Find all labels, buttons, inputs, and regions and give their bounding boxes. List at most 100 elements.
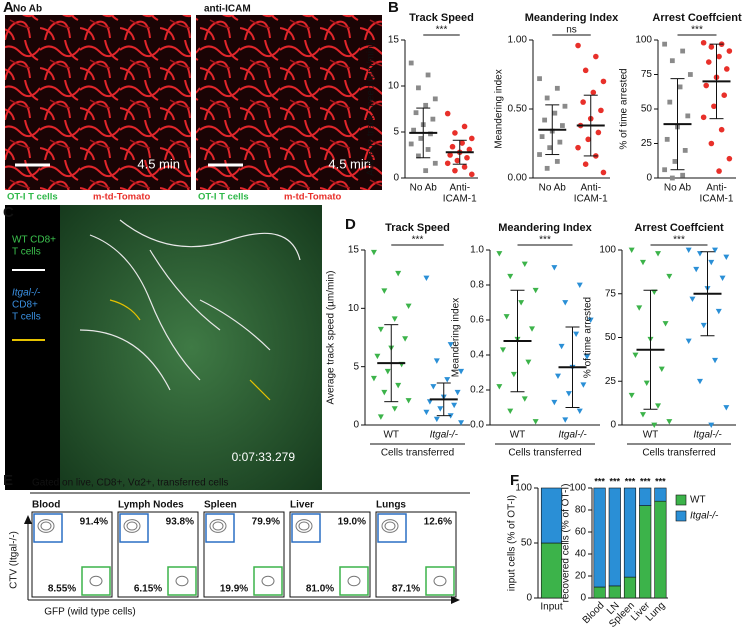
significance: *** — [640, 476, 651, 486]
data-point — [554, 373, 561, 379]
data-point — [662, 167, 668, 173]
y-tick-label: 0.4 — [470, 350, 484, 361]
y-axis-label: recovered cells (% of OT-I) — [561, 484, 572, 603]
y-tick-label: 0.00 — [508, 173, 528, 184]
gate — [291, 513, 321, 543]
data-point — [423, 168, 429, 174]
data-point — [562, 417, 569, 423]
data-point — [590, 89, 597, 96]
data-point — [433, 358, 440, 364]
data-point — [565, 391, 572, 397]
y-tick-label: 0 — [526, 593, 532, 604]
contour — [212, 521, 224, 531]
data-point — [468, 135, 475, 142]
y-tick-label: 100 — [635, 35, 652, 46]
x-tick-label: Itgal-/- — [693, 430, 722, 441]
data-point — [461, 164, 468, 170]
data-point — [712, 247, 719, 253]
bar-segment — [540, 542, 563, 599]
percent: 91.4% — [80, 517, 108, 528]
data-point — [381, 389, 388, 396]
data-point — [716, 168, 722, 174]
data-point — [391, 406, 398, 412]
data-point — [726, 155, 733, 162]
data-point — [693, 266, 700, 273]
data-point — [496, 384, 503, 390]
y-tick-label: 0.8 — [470, 280, 484, 291]
data-point — [402, 336, 409, 342]
data-point — [664, 136, 670, 142]
y-tick-label: 0.0 — [470, 420, 484, 431]
x-tick-label: No Ab — [539, 183, 567, 194]
data-point — [408, 141, 414, 147]
data-point — [696, 378, 703, 385]
panel-label: D — [345, 216, 356, 233]
data-point — [687, 72, 693, 77]
panel-label: C — [3, 204, 14, 221]
data-point — [639, 259, 646, 266]
legend-swatch — [675, 494, 687, 506]
data-point — [458, 368, 465, 375]
y-tick-label: 0.50 — [508, 104, 528, 115]
data-point — [689, 296, 696, 302]
gate — [167, 566, 197, 596]
significance: *** — [412, 235, 424, 246]
significance: *** — [539, 235, 551, 246]
data-point — [562, 103, 568, 109]
data-point — [554, 159, 560, 164]
data-point — [685, 113, 691, 119]
time-stamp: 4.5 min — [137, 156, 180, 171]
data-point — [598, 107, 604, 114]
y-axis-label: input cells (% of OT-I) — [507, 495, 518, 591]
data-point — [584, 354, 591, 360]
y-tick-label: 15 — [388, 35, 400, 46]
bar-segment — [593, 487, 606, 588]
contour — [40, 521, 52, 531]
data-point — [377, 326, 384, 333]
contour — [347, 575, 361, 587]
data-point — [437, 406, 444, 412]
data-point — [551, 399, 558, 406]
data-point — [432, 160, 438, 166]
plot-frame — [203, 511, 285, 598]
data-point — [552, 110, 558, 116]
contour — [37, 519, 55, 533]
x-tick-label: Anti- — [706, 183, 727, 194]
panel-label: A — [3, 0, 14, 16]
y-tick-label: 80 — [575, 505, 587, 516]
y-tick-label: 5 — [393, 127, 399, 138]
data-point — [575, 42, 581, 49]
data-point — [525, 359, 532, 365]
data-point — [726, 48, 733, 54]
data-point — [682, 148, 688, 153]
data-point — [544, 95, 550, 101]
data-point — [585, 136, 592, 143]
data-point — [666, 419, 673, 425]
micrograph — [196, 15, 382, 190]
data-point — [696, 251, 703, 257]
significance: *** — [610, 476, 621, 486]
data-point — [718, 126, 725, 133]
y-tick-label: 50 — [605, 332, 617, 343]
y-axis-label: Meandering index — [451, 298, 462, 378]
bar-segment — [623, 576, 637, 599]
legend-green: OT-I T cells — [7, 192, 58, 203]
data-point — [423, 102, 429, 108]
data-point — [449, 143, 456, 150]
data-point — [666, 273, 673, 280]
y-tick-label: 0.6 — [470, 315, 484, 326]
data-point — [708, 259, 715, 266]
gate — [33, 513, 63, 543]
data-point — [685, 247, 692, 253]
y-tick-label: 25 — [605, 376, 617, 387]
chart-title: Track Speed — [409, 12, 474, 24]
axis-label: CTV (Itgal-/-) — [9, 531, 20, 589]
micrograph — [60, 205, 322, 490]
data-point — [452, 167, 458, 174]
plot-title: Liver — [290, 500, 314, 511]
micrograph — [5, 15, 191, 190]
data-point — [600, 78, 607, 85]
contour — [381, 519, 399, 533]
data-point — [672, 159, 678, 164]
panel-label: E — [3, 472, 13, 489]
